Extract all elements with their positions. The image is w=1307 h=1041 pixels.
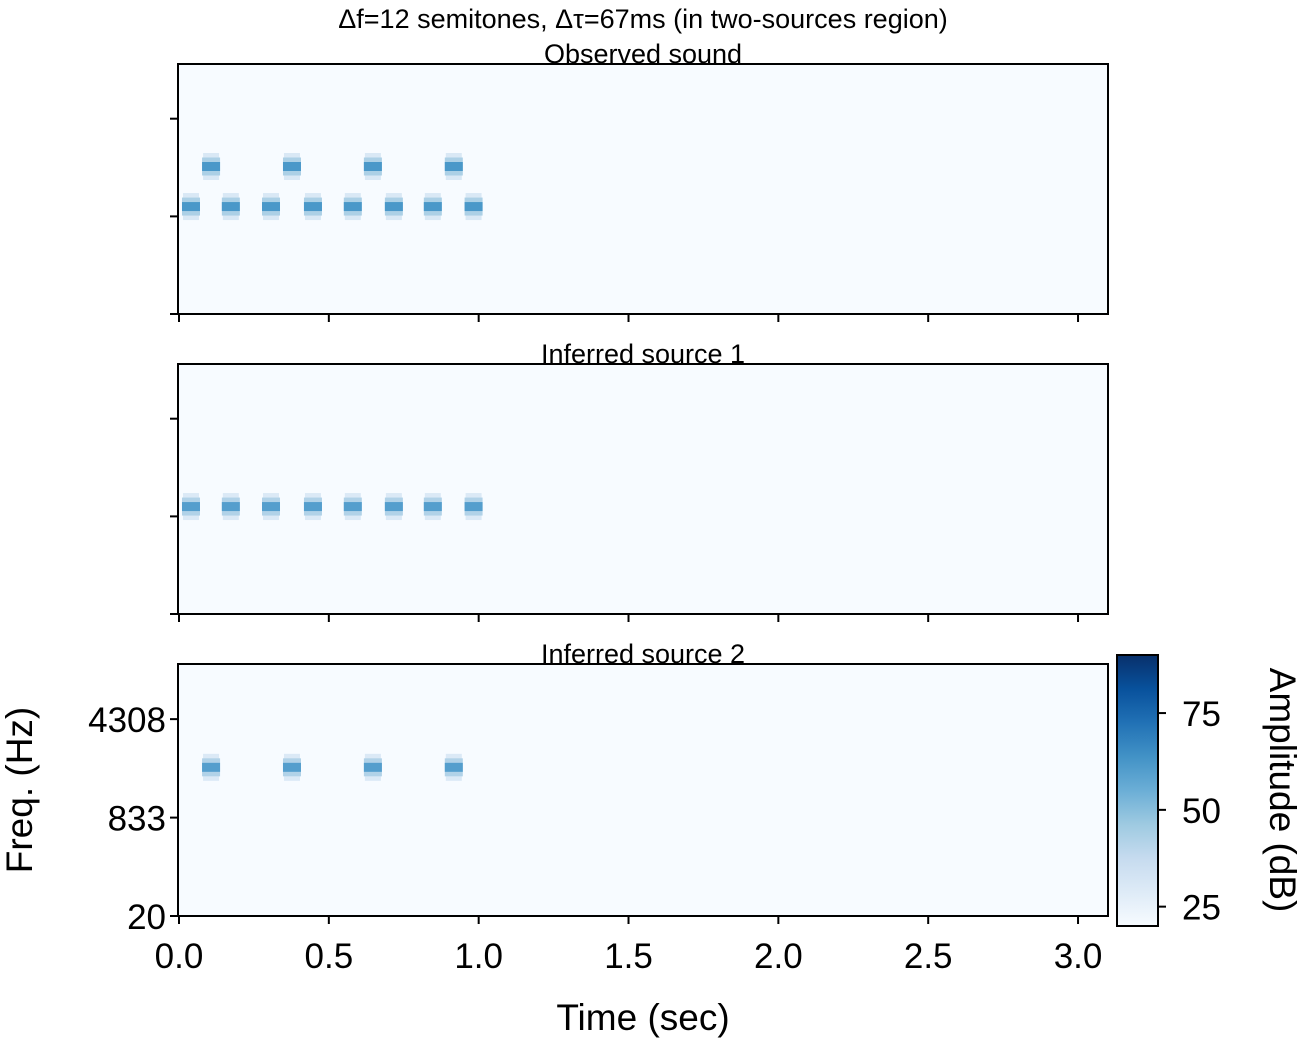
tone-core: [423, 502, 442, 512]
tone-blob: [343, 493, 362, 521]
tone-blob: [444, 753, 463, 781]
tone-blob: [262, 493, 281, 521]
tone-blob: [221, 493, 240, 521]
tone-blob: [384, 193, 403, 221]
panels: Observed sound Inferred source 1 Inferred …: [88, 39, 1109, 976]
x-axis-label: Time (sec): [556, 997, 729, 1038]
x-tick-label: 1.0: [454, 937, 503, 976]
tone-core: [303, 502, 322, 512]
tone-blob: [202, 153, 221, 181]
tone-core: [221, 202, 240, 212]
tone-blob: [363, 153, 382, 181]
tone-blob: [221, 193, 240, 221]
panel-frame: [177, 663, 1109, 917]
x-tick-label: 0.0: [155, 937, 204, 976]
panel-background: [178, 64, 1108, 314]
y-axis-label: Freq. (Hz): [0, 707, 40, 874]
tone-blob: [464, 193, 483, 221]
tone-core: [444, 762, 463, 772]
tone-core: [282, 162, 301, 172]
tone-core: [202, 162, 221, 172]
tone-core: [464, 202, 483, 212]
tone-blob: [464, 493, 483, 521]
tone-blob: [423, 193, 442, 221]
tone-blob: [423, 493, 442, 521]
tone-core: [202, 762, 221, 772]
panel-frame: [177, 363, 1109, 615]
panel-title: Observed sound: [544, 39, 742, 69]
tone-core: [464, 502, 483, 512]
tone-core: [282, 762, 301, 772]
colorbar-tick-label: 25: [1182, 889, 1221, 928]
tone-blob: [282, 153, 301, 181]
tone-blob: [181, 493, 200, 521]
y-tick-label: 4308: [88, 701, 166, 740]
panel-3: Inferred source 2 0.0 0.5 1.0 1.5 2.0 2.5 3.0 20…: [88, 639, 1109, 976]
tone-core: [384, 202, 403, 212]
tone-blob: [444, 153, 463, 181]
tone-blob: [363, 753, 382, 781]
tone-core: [181, 202, 200, 212]
tone-core: [423, 202, 442, 212]
colorbar-label: Amplitude (dB): [1262, 668, 1303, 913]
y-tick-label: 20: [127, 898, 166, 937]
tone-core: [363, 762, 382, 772]
panel-title: Inferred source 1: [541, 339, 745, 369]
tone-blob: [262, 193, 281, 221]
tone-blob: [282, 753, 301, 781]
tone-blob: [384, 493, 403, 521]
panel-title: Inferred source 2: [541, 639, 745, 669]
tone-core: [303, 202, 322, 212]
tone-blob: [181, 193, 200, 221]
tone-core: [343, 502, 362, 512]
tone-blob: [343, 193, 362, 221]
tone-core: [221, 502, 240, 512]
colorbar-tick-label: 50: [1182, 792, 1221, 831]
y-tick-label: 833: [108, 800, 166, 839]
figure-title: Δf=12 semitones, Δτ=67ms (in two-sources…: [338, 4, 948, 34]
tone-blob: [303, 493, 322, 521]
panel-2: Inferred source 1: [170, 339, 1109, 622]
colorbar-tick-label: 75: [1182, 695, 1221, 734]
x-tick-label: 0.5: [305, 937, 354, 976]
x-tick-label: 1.5: [604, 937, 653, 976]
tone-core: [444, 162, 463, 172]
x-tick-label: 3.0: [1054, 937, 1103, 976]
tone-core: [343, 202, 362, 212]
x-tick-label: 2.0: [754, 937, 803, 976]
tone-core: [384, 502, 403, 512]
tone-blob: [202, 753, 221, 781]
panel-background: [178, 364, 1108, 614]
x-tick-label: 2.5: [904, 937, 953, 976]
panel-frame: [177, 63, 1109, 315]
tone-core: [363, 162, 382, 172]
panel-background: [178, 664, 1108, 916]
tone-blob: [303, 193, 322, 221]
tone-core: [262, 502, 281, 512]
colorbar: 25 50 75: [1116, 654, 1221, 928]
colorbar-gradient: [1116, 654, 1159, 927]
panel-1: Observed sound: [170, 39, 1109, 322]
tone-core: [181, 502, 200, 512]
tone-core: [262, 202, 281, 212]
